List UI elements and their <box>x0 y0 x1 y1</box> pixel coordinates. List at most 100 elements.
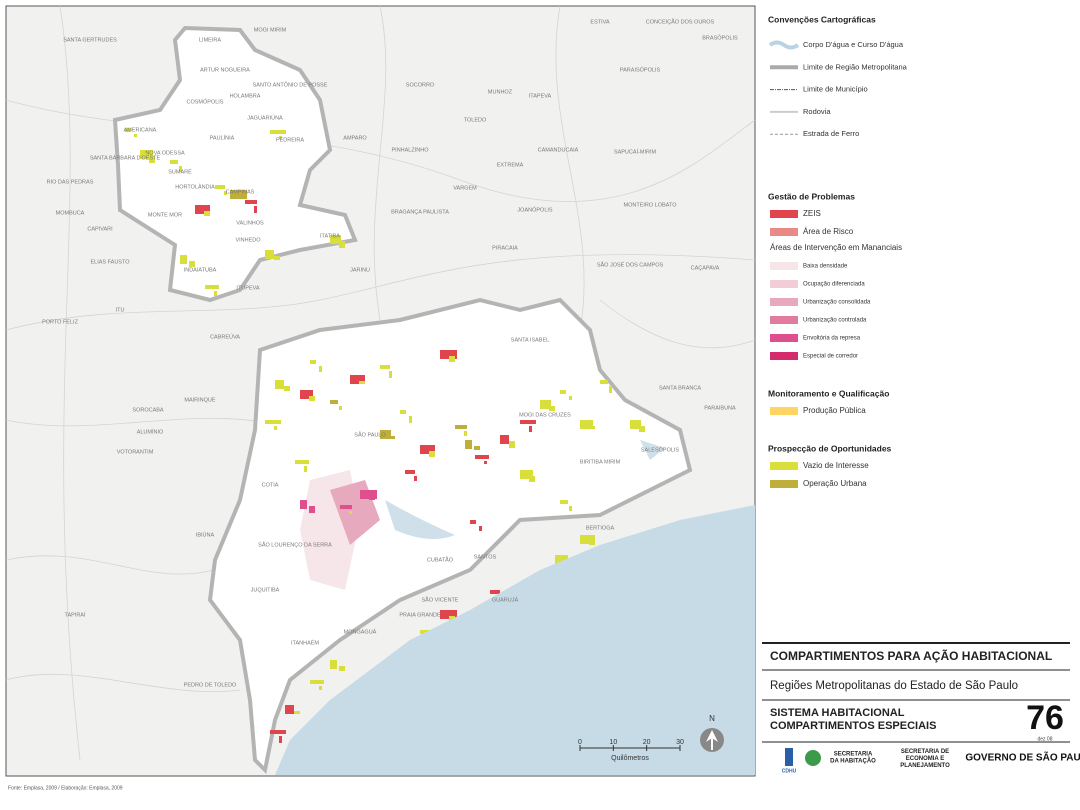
place-label: HORTOLÂNDIA <box>175 183 215 190</box>
north-arrow: N <box>700 714 724 752</box>
land-use-patch <box>474 446 480 450</box>
land-use-patch <box>245 200 257 204</box>
land-use-patch <box>630 420 641 429</box>
legend-section-title: Prospecção de Oportunidades <box>768 443 892 453</box>
land-use-patch <box>309 506 315 513</box>
land-use-patch <box>359 381 365 384</box>
scale-bar: 0 10 20 30 Quilômetros <box>578 739 684 762</box>
land-use-patch <box>440 610 457 619</box>
land-use-patch <box>179 166 182 172</box>
land-use-patch <box>310 360 316 364</box>
land-use-patch <box>309 396 315 401</box>
land-use-patch <box>254 206 257 213</box>
logo-text: CDHU <box>782 768 797 774</box>
land-use-patch <box>140 150 153 159</box>
place-label: SÃO VICENTE <box>422 596 459 603</box>
place-label: VALINHOS <box>236 220 264 226</box>
place-label: BRASÓPOLIS <box>702 34 738 41</box>
legend-swatch <box>770 316 798 324</box>
land-use-patch <box>360 490 377 499</box>
place-label: JAGUARIÚNA <box>247 114 283 121</box>
place-label: CUBATÃO <box>427 556 454 563</box>
place-label: LIMEIRA <box>199 37 221 43</box>
place-label: ITAPEVA <box>529 93 552 99</box>
place-labels: SANTA GERTRUDES LIMEIRA MOGI MIRIM ARTUR NO… <box>42 18 738 688</box>
legend-swatch <box>770 228 798 236</box>
land-use-patch <box>380 365 390 369</box>
legend-label: Envoltória da represa <box>803 336 861 342</box>
place-label: MOMBUCA <box>56 210 85 216</box>
land-use-patch <box>285 705 294 714</box>
land-use-patch <box>279 136 282 139</box>
legend-label: Especial de corredor <box>803 354 858 360</box>
place-label: SANTA BÁRBARA D'OESTE <box>90 154 161 161</box>
land-use-patch <box>330 235 341 244</box>
legend-swatch <box>770 352 798 360</box>
legend-section-title: Gestão de Problemas <box>768 191 855 201</box>
place-label: VARGEM <box>453 185 477 191</box>
land-use-patch <box>475 455 489 459</box>
legend-swatch <box>770 298 798 306</box>
land-use-patch <box>239 196 245 199</box>
land-use-patch <box>204 211 210 216</box>
place-label: CAMPINAS <box>226 189 255 195</box>
legend-swatch <box>770 334 798 342</box>
place-label: ESTIVA <box>590 19 609 25</box>
sheet-number: 76 <box>1026 699 1064 737</box>
land-use-patch <box>310 680 324 684</box>
place-label: CAÇAPAVA <box>691 265 720 271</box>
land-use-patch <box>389 436 395 439</box>
land-use-patch <box>470 520 476 524</box>
place-label: AMPARO <box>343 135 367 141</box>
place-label: HOLAMBRA <box>230 93 261 99</box>
land-use-patch <box>125 128 131 132</box>
place-label: PARAIBUNA <box>704 405 736 411</box>
place-label: RIO DAS PEDRAS <box>47 179 94 185</box>
place-label: AMERICANA <box>124 127 157 133</box>
land-use-patch <box>340 505 352 509</box>
land-use-patch <box>149 156 155 163</box>
land-use-patch <box>429 451 435 457</box>
land-use-patch <box>274 256 280 260</box>
land-use-patch <box>549 406 555 411</box>
legend-label: Rodovia <box>803 107 831 116</box>
place-label: CABREÚVA <box>210 333 240 340</box>
land-use-patch <box>349 511 352 514</box>
land-use-patch <box>380 430 391 439</box>
land-use-patch <box>449 356 455 362</box>
land-use-patch <box>270 730 286 734</box>
logo-text: SECRETARIA DA HABITAÇÃO <box>830 751 876 764</box>
land-use-patch <box>464 431 467 436</box>
place-label: JARINU <box>350 267 370 273</box>
land-use-patch <box>589 541 595 545</box>
place-label: PIRACAIA <box>492 245 518 251</box>
system-line: SISTEMA HABITACIONAL <box>770 707 905 719</box>
land-use-patch <box>600 380 608 384</box>
legend-label: Área de Risco <box>803 227 854 236</box>
land-use-patch <box>230 190 247 199</box>
land-use-patch <box>339 241 345 248</box>
reservoir <box>385 500 455 539</box>
place-label: PEDRO DE TOLEDO <box>184 682 237 688</box>
place-label: VINHEDO <box>235 237 261 243</box>
scale-unit: Quilômetros <box>611 755 649 762</box>
land-use-patch <box>265 420 281 424</box>
legend-swatch <box>770 210 798 218</box>
logo-text: SECRETARIA DE ECONOMIA E PLANEJAMENTO <box>900 749 950 769</box>
legend-swatch <box>770 407 798 415</box>
legend-label: Urbanização controlada <box>803 318 867 324</box>
place-label: CAMANDUCAIA <box>538 147 579 153</box>
place-label: PINHALZINHO <box>392 147 430 153</box>
road <box>59 5 81 761</box>
road <box>599 299 756 349</box>
legend-swatch <box>770 480 798 488</box>
land-use-patch <box>284 386 290 391</box>
region-campinas <box>112 25 358 303</box>
place-label: SOROCABA <box>132 407 164 413</box>
habitacao-logo <box>805 750 821 766</box>
place-label: SÃO JOSÉ DOS CAMPOS <box>597 261 664 268</box>
legend-label: ZEIS <box>803 209 821 218</box>
land-use-patch <box>319 686 322 690</box>
land-use-patch <box>569 396 572 400</box>
land-use-patch <box>304 466 307 472</box>
